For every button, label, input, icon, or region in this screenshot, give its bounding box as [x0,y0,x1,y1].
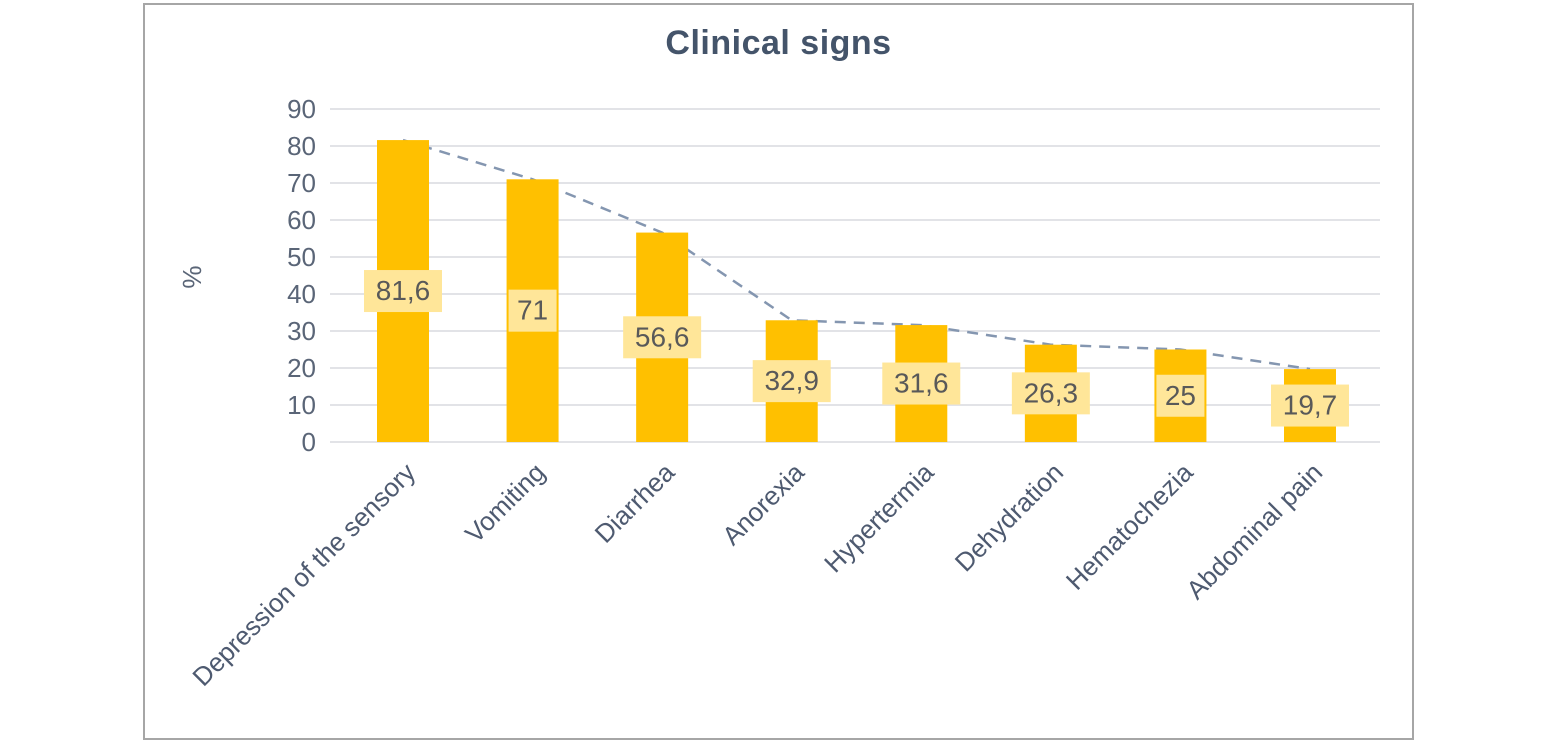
y-tick-label: 40 [287,279,316,309]
bar-value-label: 31,6 [894,368,949,399]
bar-value-label-bg [1271,384,1349,427]
x-category-label: Hematochezia [1060,457,1199,596]
y-tick-label: 60 [287,205,316,235]
bar-value-label-bg [364,270,442,313]
x-category-label: Dehydration [949,457,1069,577]
y-tick-label: 30 [287,316,316,346]
x-category-label: Depression of the sensory [186,457,421,692]
x-category-label: Anorexia [716,457,810,551]
bar-value-label: 25 [1165,380,1196,411]
y-tick-label: 80 [287,131,316,161]
y-tick-label: 10 [287,390,316,420]
y-tick-label: 50 [287,242,316,272]
y-tick-label: 90 [287,94,316,124]
y-tick-label: 70 [287,168,316,198]
x-category-label: Hypertermia [818,457,940,579]
bar-value-label: 56,6 [635,321,690,352]
bar-value-label: 71 [517,295,548,326]
bar-value-label: 81,6 [376,275,431,306]
bar-value-label: 26,3 [1024,377,1079,408]
x-category-label: Diarrhea [589,457,681,549]
bar-value-label-bg [1156,374,1205,417]
y-axis-title: % [177,265,207,288]
bar-value-label: 19,7 [1283,390,1338,421]
bar-value-label-bg [1011,372,1090,415]
bar-value-label: 32,9 [764,365,819,396]
bar-value-label-bg [508,289,557,332]
bar-value-label-bg [752,360,831,403]
chart-title: Clinical signs [665,24,892,62]
x-category-label: Vomiting [459,457,551,549]
bar-value-label-bg [882,362,961,405]
bar-value-label-bg [623,316,702,359]
x-category-label: Abdominal pain [1180,457,1328,605]
y-tick-label: 20 [287,353,316,383]
y-tick-label: 0 [302,427,316,457]
